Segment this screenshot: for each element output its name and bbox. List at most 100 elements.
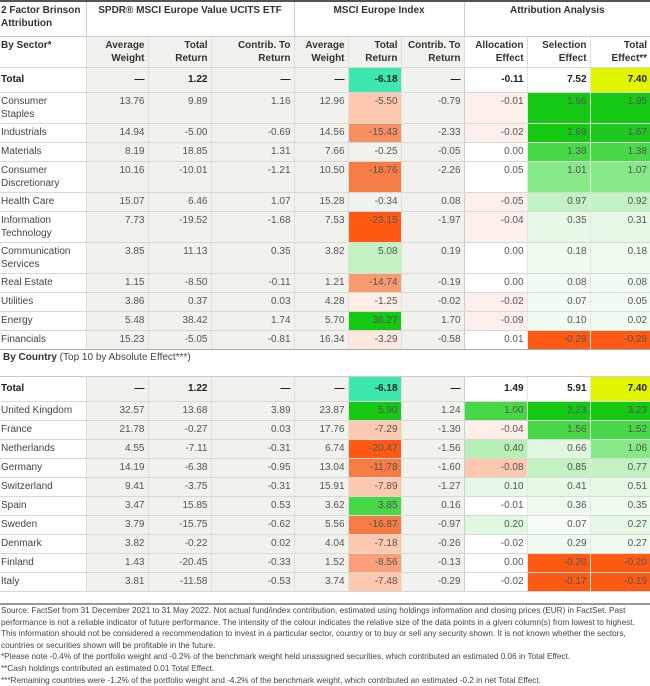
- cell-contrib-to-return: -1.30: [400, 420, 465, 440]
- cell-contrib-to-return: -1.56: [400, 439, 465, 459]
- country-row: Switzerland 9.41 -3.75 -0.31 15.91 -7.89 -1.27…: [0, 477, 650, 497]
- cell-total-return: -6.38: [147, 458, 211, 478]
- row-label: Energy: [0, 311, 86, 331]
- row-label: Information Technology: [0, 211, 86, 243]
- cell-total-return: 0.37: [147, 292, 211, 312]
- cell-total-return: -7.29: [347, 420, 402, 440]
- footnote-source: Source: FactSet from 31 December 2021 to…: [1, 606, 635, 650]
- cell-average-weight: 4.55: [85, 439, 148, 459]
- cell-total-return: -23.15: [347, 211, 402, 243]
- cell-total-effect: 1.95: [589, 92, 650, 124]
- row-label: Communication Services: [0, 242, 86, 274]
- country-row: United Kingdom 32.57 13.68 3.89 23.87 5.90 1.2…: [0, 401, 650, 421]
- cell-average-weight: 16.34: [293, 330, 349, 350]
- column-header: Average Weight: [85, 36, 148, 68]
- sector-row: Energy 5.48 38.42 1.74 5.70 36.27 1.70 -0.09 0.1…: [0, 311, 650, 331]
- cell-contrib-to-return: -2.26: [400, 161, 465, 193]
- cell-contrib-to-return: -0.31: [210, 439, 295, 459]
- cell-total-effect: 0.27: [589, 534, 650, 554]
- cell-total-return: -5.00: [147, 123, 211, 143]
- cell-contrib-to-return: 1.07: [210, 192, 295, 212]
- cell-allocation-effect: -0.02: [463, 572, 528, 592]
- attribution-table: 2 Factor Brinson Attribution SPDR® MSCI …: [0, 2, 650, 592]
- cell-average-weight: 3.81: [85, 572, 148, 592]
- cell-average-weight: 1.15: [85, 273, 148, 293]
- cell-contrib-to-return: -0.05: [400, 142, 465, 162]
- cell-total-effect: 1.07: [589, 161, 650, 193]
- cell-average-weight: 3.86: [85, 292, 148, 312]
- cell-contrib-to-return: -0.02: [400, 292, 465, 312]
- cell-average-weight: 3.82: [293, 242, 349, 274]
- by-sector-label: By Sector*: [0, 36, 86, 68]
- cell-selection-effect: 0.07: [526, 292, 591, 312]
- country-row: Germany 14.19 -6.38 -0.95 13.04 -11.78 -1.60 -0…: [0, 458, 650, 478]
- cell-contrib-to-return: -0.19: [400, 273, 465, 293]
- cell-average-weight: 7.73: [85, 211, 148, 243]
- cell-total-return: -11.58: [147, 572, 211, 592]
- cell-allocation-effect: -0.08: [463, 458, 528, 478]
- cell-total-effect: -0.28: [589, 330, 650, 350]
- footnote-cash: **Cash holdings contributed an estimated…: [1, 663, 215, 673]
- cell-total-effect: 0.02: [589, 311, 650, 331]
- cell-total-return: -20.47: [347, 439, 402, 459]
- cell-average-weight: 10.16: [85, 161, 148, 193]
- footnotes: Source: FactSet from 31 December 2021 to…: [0, 603, 650, 686]
- cell-average-weight: 13.04: [293, 458, 349, 478]
- cell-average-weight: 14.56: [293, 123, 349, 143]
- cell-selection-effect: 5.91: [526, 376, 591, 402]
- cell-contrib-to-return: 0.35: [210, 242, 295, 274]
- footnote-unassigned: *Please note -0.4% of the portfolio weig…: [1, 652, 571, 662]
- cell-total-return: -3.29: [347, 330, 402, 350]
- country-row: Spain 3.47 15.85 0.53 3.62 3.85 0.16 -0.01 0.36 0…: [0, 496, 650, 516]
- cell-contrib-to-return: -0.33: [210, 553, 295, 573]
- by-country-note: (Top 10 by Absolute Effect***): [56, 352, 191, 363]
- cell-total-return: -0.27: [147, 420, 211, 440]
- cell-total-return: -18.76: [347, 161, 402, 193]
- cell-contrib-to-return: 1.24: [400, 401, 465, 421]
- row-label: Consumer Discretionary: [0, 161, 86, 193]
- by-country-label: By Country: [3, 352, 57, 363]
- cell-contrib-to-return: -0.69: [210, 123, 295, 143]
- cell-selection-effect: -0.29: [526, 330, 591, 350]
- cell-total-effect: 0.27: [589, 515, 650, 535]
- row-label: Total: [0, 67, 86, 93]
- cell-selection-effect: 2.23: [526, 401, 591, 421]
- cell-contrib-to-return: -0.95: [210, 458, 295, 478]
- row-label: Spain: [0, 496, 86, 516]
- cell-average-weight: 21.78: [85, 420, 148, 440]
- cell-contrib-to-return: -1.60: [400, 458, 465, 478]
- sector-row: Information Technology 7.73 -19.52 -1.68 7.5…: [0, 211, 650, 243]
- cell-allocation-effect: -0.02: [463, 534, 528, 554]
- sector-total-row: Total —1.22— — -6.18— -0.11 7.52 7.40: [0, 67, 650, 93]
- row-label: Germany: [0, 458, 86, 478]
- country-row: Italy 3.81 -11.58 -0.53 3.74 -7.48 -0.29 -0.02-…: [0, 572, 650, 592]
- cell-total-return: -6.18: [347, 67, 402, 93]
- cell-selection-effect: 0.36: [526, 496, 591, 516]
- cell-contrib-to-return: 1.31: [210, 142, 295, 162]
- cell-allocation-effect: -0.04: [463, 211, 528, 243]
- cell-total-effect: 1.52: [589, 420, 650, 440]
- cell-total-effect: -0.19: [589, 572, 650, 592]
- cell-total-return: 9.89: [147, 92, 211, 124]
- cell-total-return: 5.90: [347, 401, 402, 421]
- cell-average-weight: 6.74: [293, 439, 349, 459]
- row-label: Financials: [0, 330, 86, 350]
- cell-total-effect: 0.51: [589, 477, 650, 497]
- cell-selection-effect: -0.20: [526, 553, 591, 573]
- cell-total-return: -7.89: [347, 477, 402, 497]
- group-index: MSCI Europe Index: [293, 2, 465, 37]
- cell-allocation-effect: 0.00: [463, 142, 528, 162]
- cell-contrib-to-return: -0.62: [210, 515, 295, 535]
- row-label: Netherlands: [0, 439, 86, 459]
- cell-selection-effect: 0.07: [526, 515, 591, 535]
- cell-total-return: 3.85: [347, 496, 402, 516]
- cell-allocation-effect: -0.11: [463, 67, 528, 93]
- row-label: Switzerland: [0, 477, 86, 497]
- cell-average-weight: 3.82: [85, 534, 148, 554]
- column-header: Average Weight: [293, 36, 349, 68]
- sector-row: Consumer Staples 13.76 9.89 1.16 12.96 -5.50-…: [0, 92, 650, 124]
- cell-total-effect: 7.40: [589, 376, 650, 402]
- cell-total-return: 1.22: [147, 67, 211, 93]
- cell-total-return: -0.22: [147, 534, 211, 554]
- cell-contrib-to-return: —: [210, 67, 295, 93]
